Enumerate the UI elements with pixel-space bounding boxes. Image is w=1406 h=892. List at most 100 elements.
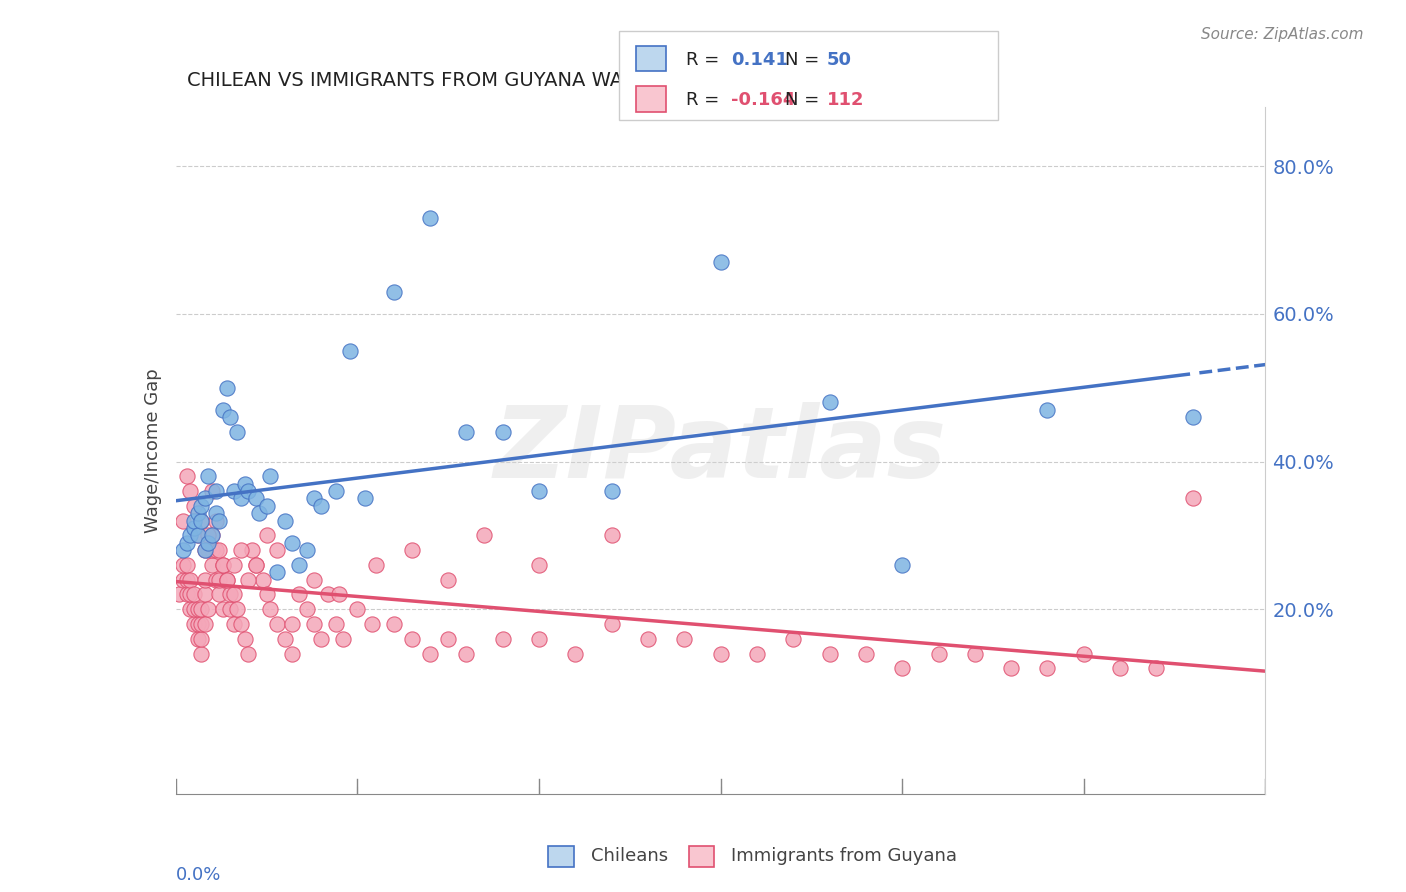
Point [339, 343, 361, 358]
Point [295, 602, 318, 616]
Text: N =: N = [785, 91, 824, 109]
Point [238, 647, 260, 661]
Point [172, 543, 194, 558]
Point [259, 602, 281, 616]
Point [325, 617, 347, 632]
Point [1181, 410, 1204, 425]
Point [259, 469, 281, 483]
Text: 0.0%: 0.0% [176, 866, 221, 884]
Point [176, 573, 198, 587]
Point [600, 617, 623, 632]
Point [492, 425, 515, 439]
Point [176, 469, 198, 483]
Point [474, 528, 496, 542]
Point [219, 410, 242, 425]
Point [215, 573, 238, 587]
Point [194, 573, 217, 587]
Point [492, 632, 515, 646]
Point [256, 499, 278, 513]
Point [190, 514, 212, 528]
Point [186, 506, 209, 520]
Point [855, 647, 877, 661]
Text: Chileans: Chileans [591, 847, 668, 865]
Point [782, 632, 804, 646]
Point [231, 491, 253, 506]
Point [186, 602, 209, 616]
Point [527, 558, 550, 572]
Point [190, 632, 212, 646]
Point [382, 617, 405, 632]
Point [266, 617, 288, 632]
Point [226, 602, 249, 616]
Point [204, 514, 226, 528]
Point [401, 632, 423, 646]
Point [818, 395, 841, 409]
Text: N =: N = [785, 51, 824, 69]
Point [176, 535, 198, 549]
Point [1146, 661, 1168, 675]
Point [456, 647, 478, 661]
Point [186, 632, 209, 646]
Point [169, 587, 191, 601]
Point [194, 491, 217, 506]
Point [190, 499, 212, 513]
Point [194, 543, 217, 558]
Point [710, 647, 733, 661]
Text: R =: R = [686, 51, 725, 69]
Point [1109, 661, 1132, 675]
Point [204, 573, 226, 587]
Point [1036, 402, 1059, 417]
Point [208, 587, 231, 601]
Point [928, 647, 950, 661]
Point [309, 632, 332, 646]
Point [295, 543, 318, 558]
Point [197, 602, 219, 616]
Point [1181, 491, 1204, 506]
Text: 0.141: 0.141 [731, 51, 787, 69]
Point [208, 514, 231, 528]
Point [309, 499, 332, 513]
Point [346, 602, 368, 616]
Point [600, 484, 623, 499]
Point [963, 647, 986, 661]
Point [219, 587, 242, 601]
Point [745, 647, 768, 661]
Point [1073, 647, 1095, 661]
Point [179, 528, 201, 542]
Point [673, 632, 696, 646]
Point [274, 632, 297, 646]
Point [201, 484, 224, 499]
Point [222, 587, 245, 601]
Point [197, 535, 219, 549]
Text: CHILEAN VS IMMIGRANTS FROM GUYANA WAGE/INCOME GAP CORRELATION CHART: CHILEAN VS IMMIGRANTS FROM GUYANA WAGE/I… [187, 71, 998, 90]
Point [212, 558, 235, 572]
Point [204, 506, 226, 520]
Point [231, 617, 253, 632]
Point [179, 587, 201, 601]
Point [288, 558, 311, 572]
Point [186, 528, 209, 542]
Point [274, 514, 297, 528]
Point [176, 558, 198, 572]
Point [364, 558, 387, 572]
Point [183, 602, 205, 616]
Point [437, 632, 460, 646]
Point [281, 647, 304, 661]
Point [252, 573, 274, 587]
Point [186, 617, 209, 632]
Point [179, 602, 201, 616]
Point [179, 484, 201, 499]
Point [247, 506, 270, 520]
Point [194, 617, 217, 632]
Point [208, 543, 231, 558]
Point [197, 469, 219, 483]
Point [288, 587, 311, 601]
Point [176, 587, 198, 601]
Point [240, 543, 263, 558]
Point [222, 484, 245, 499]
Point [456, 425, 478, 439]
Point [197, 528, 219, 542]
Point [437, 573, 460, 587]
Point [318, 587, 340, 601]
Text: R =: R = [686, 91, 725, 109]
